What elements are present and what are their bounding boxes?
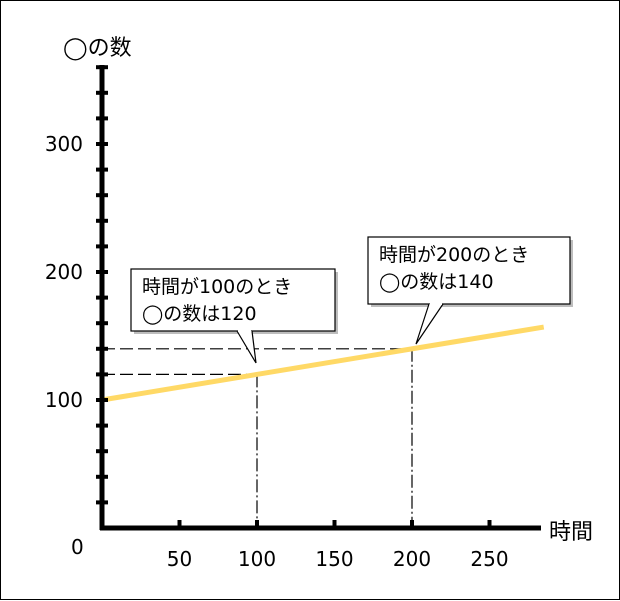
- y-tick-label: 300: [45, 132, 83, 156]
- callout-box: [130, 268, 336, 332]
- y-axis-title: ◯の数: [63, 36, 132, 61]
- series-line: [101, 324, 545, 403]
- origin-label: 0: [71, 535, 84, 559]
- callout-line1: 時間が200のとき: [379, 244, 529, 266]
- x-tick-label: 50: [167, 547, 192, 571]
- callout-box: [367, 236, 571, 305]
- tick-labels: 100 200 300 50 100 150 200 250: [45, 132, 509, 571]
- x-tick-label: 200: [393, 547, 431, 571]
- x-ticks: [177, 520, 492, 528]
- callout-line1: 時間が100のとき: [142, 276, 292, 298]
- x-tick-label: 100: [238, 547, 276, 571]
- callout-line2: ◯の数は140: [379, 271, 494, 293]
- guide-lines: [102, 348, 413, 528]
- x-tick-label: 150: [315, 547, 353, 571]
- callout-pointer: [415, 303, 444, 345]
- y-tick-label: 100: [45, 388, 83, 412]
- y-tick-label: 200: [45, 260, 83, 284]
- callouts: 時間が100のとき ◯の数は120 時間が200のとき ◯の数は140: [130, 236, 573, 364]
- x-axis-title: 時間: [549, 520, 593, 545]
- callout-line2: ◯の数は120: [142, 303, 257, 325]
- y-minor-ticks: [96, 65, 108, 505]
- axes: [96, 65, 541, 531]
- series-lines: [101, 324, 545, 403]
- callout-pointer: [236, 330, 257, 364]
- x-tick-label: 250: [470, 547, 508, 571]
- callout: 時間が100のとき ◯の数は120: [130, 268, 338, 364]
- callout: 時間が200のとき ◯の数は140: [367, 236, 573, 345]
